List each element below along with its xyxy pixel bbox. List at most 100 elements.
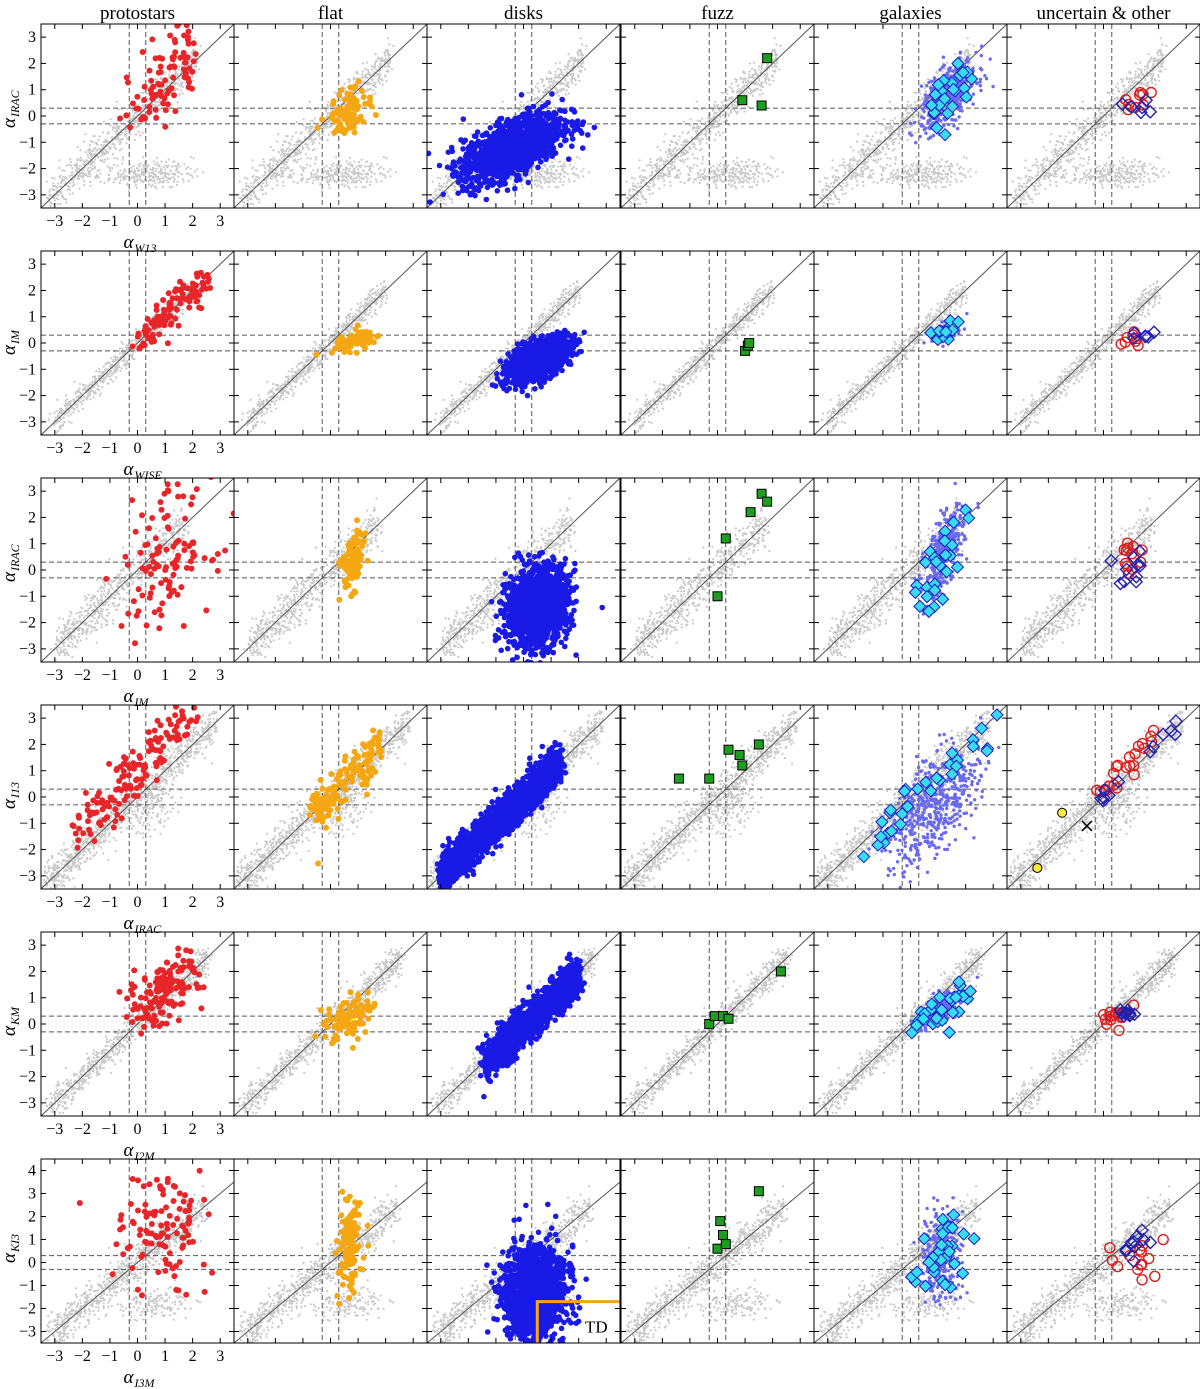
background-point	[261, 182, 265, 185]
background-point	[123, 174, 126, 178]
background-point	[540, 78, 543, 81]
background-point	[579, 48, 582, 52]
background-point	[247, 185, 250, 188]
background-point	[125, 132, 128, 136]
background-point	[252, 181, 256, 184]
background-point	[659, 149, 662, 152]
background-point	[663, 179, 666, 183]
background-point	[545, 91, 548, 94]
disk-point	[558, 129, 565, 135]
background-point	[773, 37, 776, 40]
background-point	[304, 153, 307, 156]
background-point	[372, 89, 375, 92]
background-point	[294, 152, 297, 155]
disk-point	[506, 153, 513, 160]
background-point	[70, 174, 74, 177]
background-point	[256, 214, 258, 216]
background-point	[378, 167, 381, 170]
background-point	[127, 190, 130, 193]
background-point	[277, 151, 280, 154]
background-point	[689, 124, 692, 127]
disk-point	[557, 142, 564, 149]
background-point	[561, 165, 564, 168]
background-point	[121, 176, 124, 179]
disk-point	[530, 103, 537, 110]
background-point	[551, 161, 554, 164]
background-point	[771, 65, 774, 68]
background-point	[316, 178, 319, 181]
background-point	[552, 166, 555, 169]
background-point	[567, 53, 570, 56]
background-point	[177, 68, 180, 71]
background-point	[99, 172, 102, 175]
background-point	[760, 63, 764, 66]
background-point	[554, 70, 557, 73]
background-point	[53, 199, 57, 202]
background-point	[394, 171, 398, 174]
background-point	[693, 126, 696, 129]
background-point	[300, 173, 303, 176]
background-point	[293, 143, 296, 147]
background-point	[713, 112, 716, 115]
background-point	[631, 185, 635, 188]
background-point	[377, 58, 380, 61]
background-point	[284, 149, 287, 152]
background-point	[633, 199, 637, 202]
background-point	[534, 176, 537, 179]
panel	[233, 23, 428, 216]
background-point	[684, 158, 687, 161]
background-point	[153, 179, 156, 182]
background-point	[274, 175, 277, 178]
background-point	[743, 92, 747, 95]
background-point	[86, 159, 89, 162]
background-point	[263, 164, 266, 167]
disk-point	[543, 122, 550, 129]
background-point	[132, 115, 135, 118]
flat-point	[330, 98, 337, 105]
background-point	[328, 133, 331, 136]
background-point	[557, 91, 560, 94]
background-point	[116, 137, 119, 140]
disk-point	[573, 126, 580, 132]
background-point	[291, 147, 294, 150]
disk-point	[472, 192, 478, 199]
disk-point	[469, 162, 475, 169]
background-point	[547, 81, 551, 84]
protostar-point	[146, 109, 153, 115]
background-point	[176, 73, 179, 76]
background-point	[93, 165, 96, 168]
background-point	[681, 152, 684, 155]
background-point	[101, 152, 104, 155]
background-point	[118, 133, 121, 136]
background-point	[384, 58, 387, 61]
protostar-point	[192, 51, 199, 57]
background-point	[145, 89, 148, 92]
background-point	[295, 141, 298, 144]
disk-point	[569, 143, 575, 149]
background-point	[111, 128, 114, 131]
background-point	[435, 201, 438, 204]
background-point	[199, 44, 202, 48]
background-point	[287, 146, 290, 149]
protostar-point	[157, 69, 164, 76]
background-point	[272, 175, 275, 178]
disk-point	[523, 167, 530, 174]
background-point	[246, 199, 250, 202]
background-point	[311, 125, 314, 128]
background-point	[391, 68, 394, 71]
background-point	[244, 185, 248, 188]
background-point	[296, 153, 300, 156]
background-point	[114, 178, 117, 181]
background-point	[357, 164, 361, 167]
background-point	[687, 151, 690, 154]
background-point	[368, 169, 371, 172]
background-point	[438, 203, 441, 206]
background-point	[369, 170, 372, 173]
background-point	[304, 126, 308, 129]
disk-point	[494, 163, 500, 170]
background-point	[528, 91, 531, 94]
background-point	[561, 183, 565, 186]
background-point	[134, 174, 137, 177]
background-point	[691, 136, 694, 139]
background-point	[352, 91, 355, 94]
